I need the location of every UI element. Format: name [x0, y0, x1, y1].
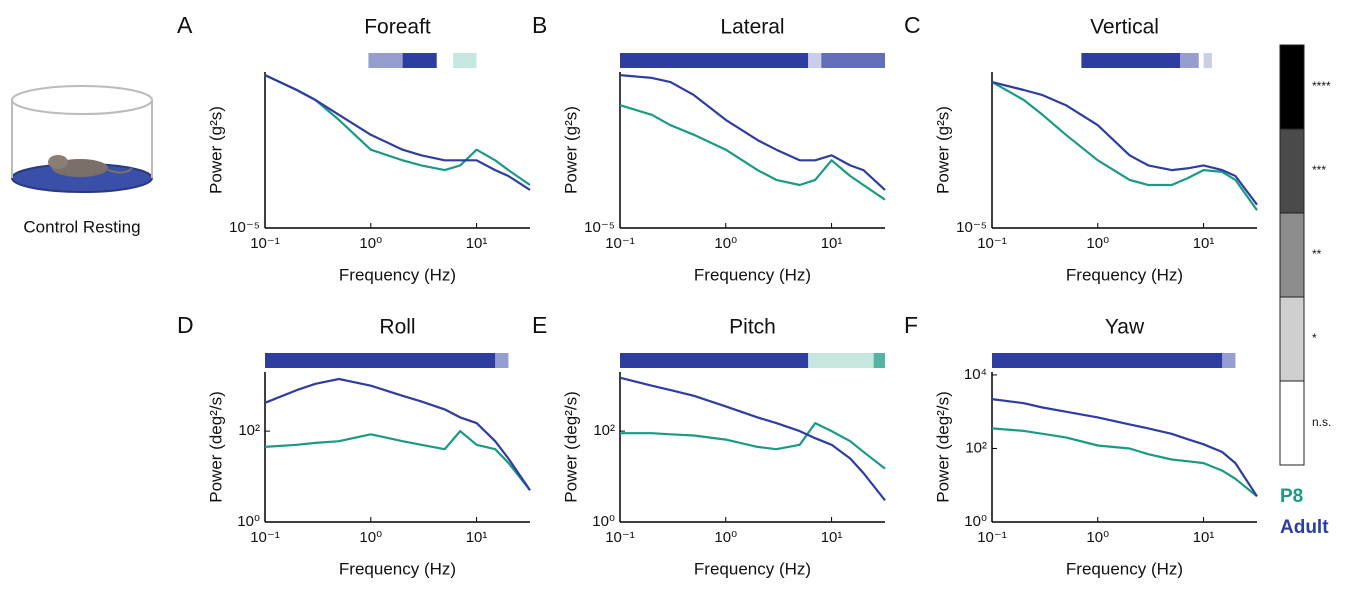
- significance-segment: [1180, 53, 1199, 68]
- colorbar-cell: [1279, 44, 1305, 130]
- x-tick-label: 10¹: [1193, 529, 1215, 546]
- panel-letter: B: [532, 12, 547, 38]
- y-tick-label: 10⁰: [964, 513, 987, 530]
- significance-segment: [620, 353, 809, 368]
- panel-letter: A: [177, 12, 193, 38]
- colorbar-label: n.s.: [1312, 415, 1331, 429]
- x-axis-label: Frequency (Hz): [694, 559, 811, 578]
- significance-segment: [620, 53, 809, 68]
- significance-segment: [821, 53, 885, 68]
- x-tick-label: 10⁻¹: [250, 235, 280, 252]
- x-tick-label: 10⁻¹: [605, 235, 635, 252]
- x-tick-label: 10⁰: [1086, 235, 1109, 252]
- y-axis-label: Power (g²s): [206, 106, 225, 194]
- x-tick-label: 10¹: [466, 235, 488, 252]
- y-tick-label: 10²: [238, 422, 260, 439]
- y-tick-label: 10⁴: [964, 366, 987, 383]
- significance-segment: [402, 53, 437, 68]
- series-line: [264, 377, 531, 491]
- series-line: [991, 81, 1258, 206]
- chart-title: Lateral: [720, 16, 784, 39]
- x-tick-label: 10⁰: [359, 235, 382, 252]
- x-axis-label: Frequency (Hz): [339, 265, 456, 284]
- illustration-caption: Control Resting: [23, 217, 140, 236]
- y-tick-label: 10⁰: [592, 513, 615, 530]
- significance-segment: [1222, 353, 1236, 368]
- illustration: Control Resting: [11, 85, 153, 236]
- x-tick-label: 10⁻¹: [250, 529, 280, 546]
- x-axis-label: Frequency (Hz): [694, 265, 811, 284]
- series-line: [991, 427, 1258, 498]
- x-tick-label: 10⁻¹: [605, 529, 635, 546]
- x-tick-label: 10¹: [1193, 235, 1215, 252]
- significance-segment: [265, 353, 496, 368]
- x-tick-label: 10⁻¹: [977, 235, 1007, 252]
- series-line: [620, 422, 886, 470]
- x-tick-label: 10⁰: [1086, 529, 1109, 546]
- series-line: [619, 74, 886, 191]
- y-tick-label: 10⁻⁵: [229, 219, 260, 236]
- y-axis-label: Power (g²s): [561, 106, 580, 194]
- series-line: [619, 104, 886, 201]
- colorbar-label: *: [1312, 331, 1317, 345]
- x-tick-label: 10⁰: [359, 529, 382, 546]
- panel-letter: D: [177, 312, 194, 338]
- legend-label: Adult: [1280, 517, 1329, 538]
- colorbar-label: ***: [1312, 163, 1326, 177]
- x-tick-label: 10¹: [821, 529, 843, 546]
- series-line: [264, 74, 531, 191]
- y-axis-label: Power (deg²/s): [206, 391, 225, 502]
- y-tick-label: 10⁰: [237, 513, 260, 530]
- panel-letter: C: [904, 12, 921, 38]
- series-line: [991, 81, 1258, 211]
- chart-title: Roll: [379, 316, 415, 339]
- x-tick-label: 10¹: [466, 529, 488, 546]
- colorbar-label: ****: [1312, 79, 1331, 93]
- x-axis-label: Frequency (Hz): [339, 559, 456, 578]
- y-tick-label: 10⁻⁵: [956, 219, 987, 236]
- significance-segment: [808, 53, 822, 68]
- significance-segment: [1203, 53, 1212, 68]
- significance-segment: [873, 353, 885, 368]
- colorbar-label: **: [1312, 247, 1322, 261]
- series-line: [619, 376, 886, 501]
- y-tick-label: 10²: [965, 439, 987, 456]
- colorbar-cell: [1279, 380, 1305, 466]
- y-tick-label: 10⁻⁵: [584, 219, 615, 236]
- x-tick-label: 10⁰: [714, 235, 737, 252]
- x-axis-label: Frequency (Hz): [1066, 265, 1183, 284]
- x-tick-label: 10⁻¹: [977, 529, 1007, 546]
- series-line: [991, 398, 1258, 497]
- significance-segment: [992, 353, 1223, 368]
- panel-letter: F: [904, 312, 918, 338]
- chart-title: Vertical: [1090, 16, 1159, 39]
- y-tick-label: 10²: [593, 422, 615, 439]
- colorbar-cell: [1279, 212, 1305, 298]
- x-tick-label: 10¹: [821, 235, 843, 252]
- series-line: [264, 430, 531, 491]
- chart-title: Pitch: [729, 316, 776, 339]
- y-axis-label: Power (deg²/s): [933, 391, 952, 502]
- legend-label: P8: [1280, 486, 1303, 507]
- significance-segment: [495, 353, 509, 368]
- x-axis-label: Frequency (Hz): [1066, 559, 1183, 578]
- panel-letter: E: [532, 312, 547, 338]
- significance-segment: [808, 353, 874, 368]
- significance-segment: [453, 53, 477, 68]
- significance-segment: [368, 53, 403, 68]
- significance-segment: [1081, 53, 1181, 68]
- y-axis-label: Power (g²s): [933, 106, 952, 194]
- colorbar: **********n.s.: [1279, 44, 1331, 466]
- chart-title: Yaw: [1105, 316, 1145, 339]
- y-axis-label: Power (deg²/s): [561, 391, 580, 502]
- chart-title: Foreaft: [364, 16, 431, 39]
- x-tick-label: 10⁰: [714, 529, 737, 546]
- colorbar-cell: [1279, 296, 1305, 382]
- colorbar-cell: [1279, 128, 1305, 214]
